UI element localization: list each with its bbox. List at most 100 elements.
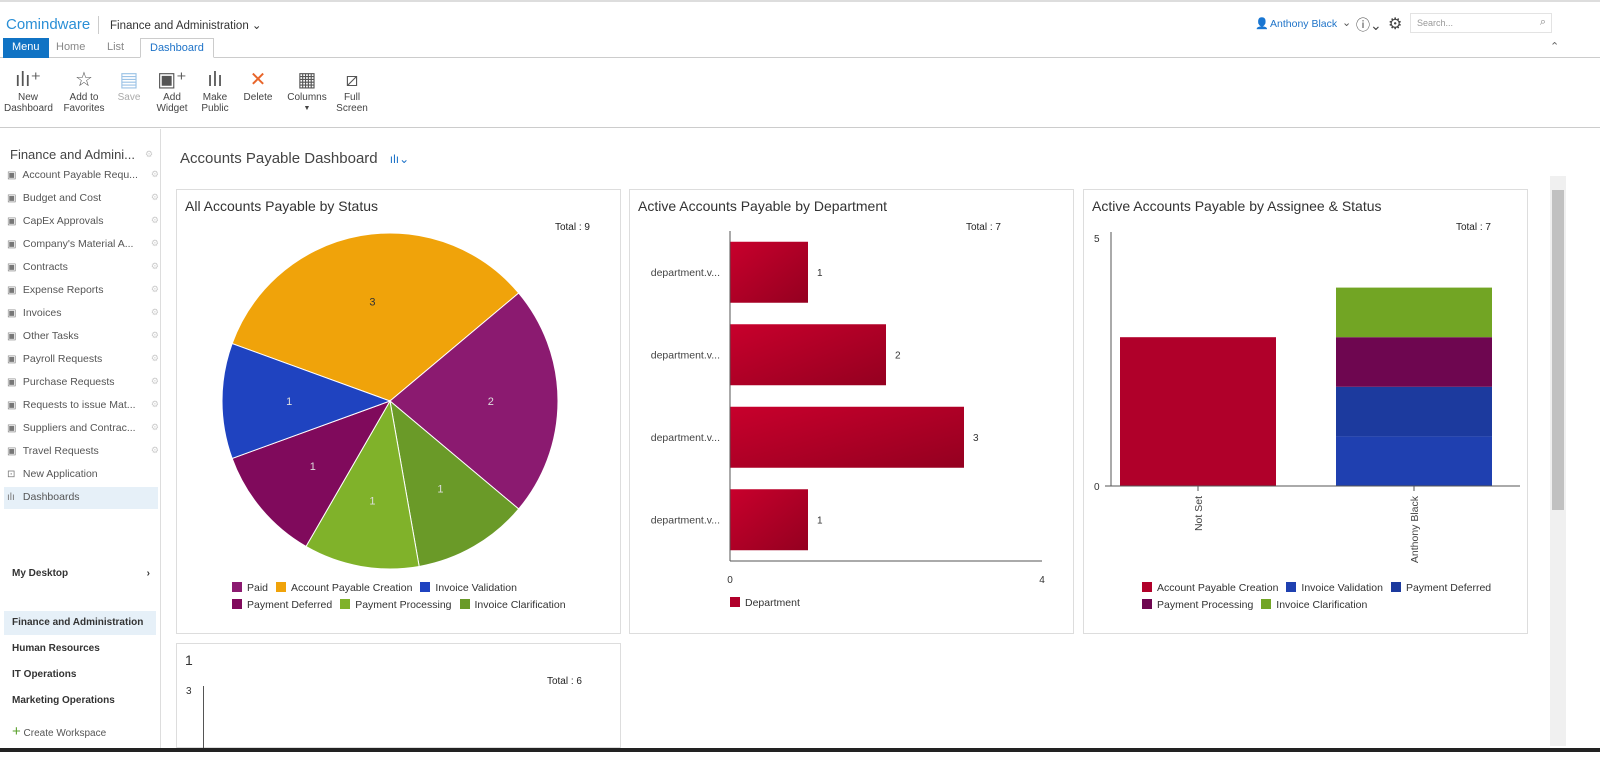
my-desktop[interactable]: My Desktop ›	[4, 562, 156, 586]
add-to-favorites-button[interactable]: ☆ Add to Favorites	[62, 68, 106, 114]
sidebar-item[interactable]: ▣ Requests to issue Mat... ⚙	[4, 395, 159, 417]
application-icon: ▣	[7, 377, 17, 388]
legend-item[interactable]: Account Payable Creation	[276, 580, 412, 597]
sidebar-item-label: Requests to issue Mat...	[22, 399, 136, 411]
workspace-selector[interactable]: Finance and Administration ⌄	[110, 18, 262, 32]
gear-icon[interactable]: ⚙	[150, 353, 159, 363]
sidebar-item[interactable]: ▣ Suppliers and Contrac... ⚙	[4, 418, 159, 440]
full-screen-button[interactable]: ⧄ Full Screen	[336, 68, 368, 114]
x-tick-label: 0	[727, 575, 733, 586]
help-icon[interactable]: ⓘ⌄	[1356, 17, 1382, 33]
sidebar-item[interactable]: ▣ CapEx Approvals ⚙	[4, 211, 159, 233]
collapse-ribbon-icon[interactable]: ⌃	[1550, 41, 1560, 53]
gear-icon[interactable]: ⚙	[150, 192, 159, 202]
add-widget-button[interactable]: ▣⁺ Add Widget	[152, 68, 192, 114]
legend-item[interactable]: Invoice Clarification	[459, 597, 566, 614]
sidebar-item[interactable]: ▣ Expense Reports ⚙	[4, 280, 159, 302]
application-icon: ▣	[7, 423, 17, 434]
button-label: Add to Favorites	[63, 92, 105, 114]
workspace-name: Finance and Administration	[110, 20, 249, 32]
sidebar-item-label: Company's Material A...	[22, 238, 134, 250]
button-label: Delete	[243, 92, 273, 103]
sidebar-item[interactable]: ▣ Contracts ⚙	[4, 257, 159, 279]
category-label: department.v...	[651, 267, 720, 279]
gear-icon[interactable]: ⚙	[150, 169, 159, 179]
y-axis	[203, 686, 204, 748]
x-tick-label: 4	[1039, 575, 1045, 586]
legend-label: Payment Processing	[1157, 599, 1254, 611]
search-placeholder: Search...	[1417, 18, 1454, 28]
sidebar-item[interactable]: ▣ Travel Requests ⚙	[4, 441, 159, 463]
widget-title: All Accounts Payable by Status	[185, 198, 378, 214]
ribbon: ılı⁺ New Dashboard ☆ Add to Favorites ▤ Sav…	[0, 58, 1600, 128]
legend-swatch	[1390, 582, 1401, 592]
logo[interactable]: Comindware	[6, 16, 91, 33]
sidebar-item-label: Budget and Cost	[22, 192, 102, 204]
tab-home[interactable]: Home	[56, 41, 86, 53]
workspace-hr[interactable]: Human Resources	[12, 643, 100, 654]
legend-swatch	[1142, 582, 1152, 592]
dashboard-menu-icon[interactable]: ılı⌄	[389, 152, 410, 166]
button-label: New Dashboard	[4, 92, 53, 114]
sidebar-item-label: Travel Requests	[22, 445, 99, 457]
user-icon[interactable]: 👤	[1255, 18, 1269, 30]
delete-button[interactable]: ✕ Delete	[240, 68, 276, 103]
workspace-it[interactable]: IT Operations	[12, 669, 77, 680]
gear-icon[interactable]: ⚙	[150, 307, 159, 317]
new-dashboard-button[interactable]: ılı⁺ New Dashboard	[4, 68, 53, 114]
gear-icon[interactable]: ⚙	[150, 330, 159, 340]
tab-list[interactable]: List	[107, 41, 125, 53]
legend-item[interactable]: Payment Deferred	[1390, 580, 1491, 597]
gear-icon[interactable]: ⚙	[150, 422, 159, 432]
legend-item[interactable]: Invoice Validation	[1286, 580, 1383, 597]
legend-item[interactable]: Payment Deferred	[232, 597, 332, 614]
tab-dashboard[interactable]: Dashboard	[140, 38, 214, 58]
create-workspace-button[interactable]: + Create Workspace	[4, 717, 156, 741]
fullscreen-icon: ⧄	[345, 69, 359, 91]
search-input[interactable]: Search... ⌕	[1410, 13, 1552, 33]
legend-item[interactable]: Invoice Clarification	[1261, 597, 1367, 614]
scrollbar-thumb[interactable]	[1552, 190, 1564, 510]
chevron-down-icon[interactable]: ⌄	[1342, 17, 1352, 29]
save-button[interactable]: ▤ Save	[114, 68, 144, 103]
legend-item[interactable]: Department	[730, 597, 800, 609]
sidebar-item[interactable]: ▣ Company's Material A... ⚙	[4, 234, 159, 256]
legend-item[interactable]: Account Payable Creation	[1142, 580, 1278, 597]
gear-icon[interactable]: ⚙	[150, 376, 159, 386]
gear-icon[interactable]: ⚙	[150, 399, 159, 409]
workspace-finance[interactable]: Finance and Administration	[4, 611, 156, 635]
chevron-down-icon: ▼	[303, 105, 311, 112]
gear-icon[interactable]: ⚙	[150, 261, 159, 271]
sidebar-item[interactable]: ▣ Payroll Requests ⚙	[4, 349, 159, 371]
slice-label: 1	[286, 396, 292, 408]
sidebar-item[interactable]: ▣ Other Tasks ⚙	[4, 326, 159, 348]
sidebar-item[interactable]: ▣ Account Payable Requ... ⚙	[4, 165, 159, 187]
sidebar-item[interactable]: ▣ Invoices ⚙	[4, 303, 159, 325]
gear-icon[interactable]: ⚙	[150, 445, 159, 455]
search-icon[interactable]: ⌕	[1539, 16, 1546, 28]
gear-icon[interactable]: ⚙	[145, 149, 154, 159]
widget-title: 1	[185, 652, 193, 668]
sidebar-item[interactable]: ▣ Purchase Requests ⚙	[4, 372, 159, 394]
workspace-marketing[interactable]: Marketing Operations	[12, 695, 115, 706]
gear-icon[interactable]: ⚙	[150, 284, 159, 294]
legend-item[interactable]: Payment Processing	[1142, 597, 1253, 614]
make-public-button[interactable]: ılı Make Public	[198, 68, 232, 114]
legend-swatch	[1142, 599, 1152, 609]
gear-icon[interactable]: ⚙	[150, 238, 159, 248]
legend-item[interactable]: Payment Processing	[340, 597, 452, 614]
legend-item[interactable]: Invoice Validation	[420, 580, 517, 597]
gear-icon[interactable]: ⚙	[150, 215, 159, 225]
legend-item[interactable]: Paid	[232, 580, 268, 597]
sidebar-item[interactable]: ▣ Budget and Cost ⚙	[4, 188, 159, 210]
legend-swatch	[232, 582, 242, 592]
columns-button[interactable]: ▦ Columns ▼	[285, 68, 329, 114]
legend-swatch	[1261, 599, 1272, 609]
tab-menu[interactable]: Menu	[3, 38, 49, 58]
button-label: Save	[117, 92, 141, 103]
sidebar-item[interactable]: ılı Dashboards	[4, 487, 158, 509]
gear-icon[interactable]: ⚙	[1388, 16, 1403, 33]
sidebar-header[interactable]: Finance and Admini...	[10, 147, 136, 162]
user-name[interactable]: Anthony Black	[1270, 18, 1338, 30]
sidebar-item[interactable]: ⊡ New Application	[4, 464, 158, 486]
